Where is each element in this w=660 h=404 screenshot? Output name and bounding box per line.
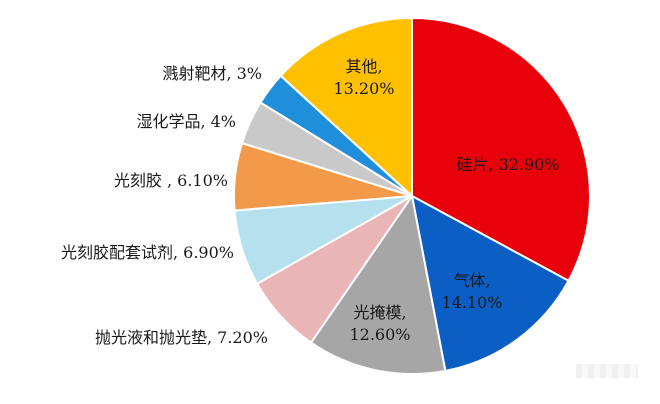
slice-labels: 硅片, 32.90% 气体, 14.10% 光掩模, 12.60% 抛光液和抛光垫, 7.… xyxy=(61,57,560,347)
watermark xyxy=(576,364,638,378)
slice-label: 硅片, 32.90% xyxy=(456,155,559,174)
pie-slice xyxy=(411,16,591,283)
slice-label: 光掩模, 12.60% xyxy=(349,303,410,344)
slice-label: 气体, 14.10% xyxy=(441,271,502,312)
slice-label: 湿化学品, 4% xyxy=(136,112,236,131)
slice-label: 其他, 13.20% xyxy=(333,57,394,98)
pie-slice xyxy=(410,194,570,373)
slice-label: 溅射靶材, 3% xyxy=(162,64,262,83)
pie-slice xyxy=(309,193,447,375)
slice-label: 抛光液和抛光垫, 7.20% xyxy=(95,328,268,347)
slice-label: 光刻胶 , 6.10% xyxy=(114,171,228,190)
pie-slices xyxy=(233,16,591,375)
slice-label: 光刻胶配套试剂, 6.90% xyxy=(61,243,234,262)
pie-slice xyxy=(279,16,413,199)
